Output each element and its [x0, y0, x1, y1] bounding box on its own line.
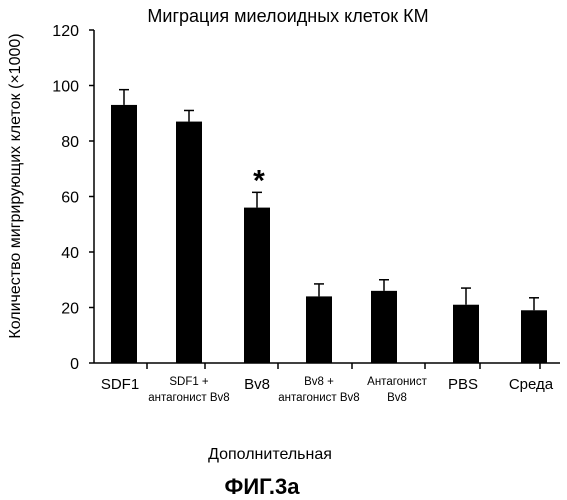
category-label: Антагонист	[367, 376, 427, 388]
bar	[306, 296, 332, 363]
category-label: SDF1 +	[169, 376, 209, 388]
figure-caption: ФИГ.3а	[225, 474, 301, 499]
category-label: антагонист Bv8	[148, 392, 229, 404]
category-label: Bv8	[387, 392, 407, 404]
category-label: Bv8 +	[304, 376, 334, 388]
bar	[244, 208, 270, 363]
bar	[453, 305, 479, 363]
y-tick-label: 0	[70, 356, 79, 373]
y-tick-label: 40	[61, 245, 79, 262]
x-axis-label: Дополнительная	[208, 446, 332, 463]
significance-marker: *	[253, 164, 265, 197]
category-labels: SDF1 SDF1 + антагонист Bv8 Bv8 Bv8 + антагони…	[101, 376, 554, 404]
category-label: Bv8	[244, 376, 270, 393]
y-tick-label: 120	[52, 23, 79, 40]
x-axis-ticks	[147, 363, 540, 369]
y-axis-label: Количество мигрирующих клеток (×1000)	[7, 33, 24, 338]
bar	[111, 105, 137, 363]
chart-title: Миграция миелоидных клеток КМ	[147, 6, 428, 26]
category-label: PBS	[448, 376, 478, 393]
y-tick-label: 80	[61, 134, 79, 151]
y-tick-label: 100	[52, 79, 79, 96]
category-label: Среда	[509, 376, 554, 393]
bar	[371, 291, 397, 363]
y-tick-label: 60	[61, 190, 79, 207]
category-label: SDF1	[101, 376, 139, 393]
bar	[176, 122, 202, 363]
y-axis-ticks: 0 20 40 60 80 100 120	[52, 23, 94, 373]
bars-group: *	[111, 90, 547, 363]
category-label: антагонист Bv8	[278, 392, 359, 404]
y-tick-label: 20	[61, 301, 79, 318]
bar	[521, 310, 547, 363]
